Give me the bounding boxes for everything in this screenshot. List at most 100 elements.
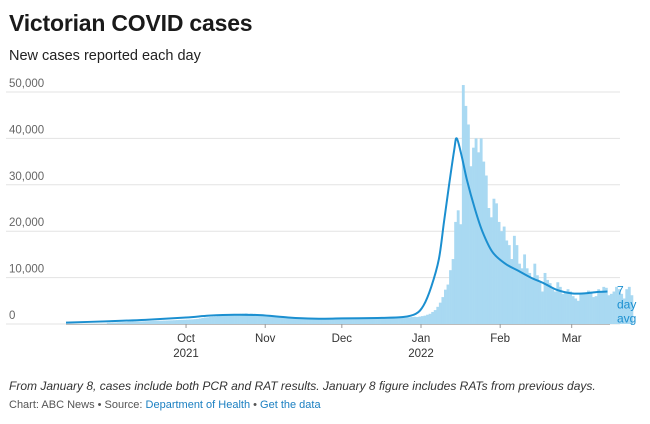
daily-bar	[551, 289, 555, 324]
daily-bar	[132, 321, 136, 324]
daily-bar	[155, 320, 159, 324]
daily-bar	[574, 298, 578, 324]
daily-bar	[604, 287, 608, 324]
daily-bar	[142, 321, 146, 324]
daily-bar	[459, 224, 463, 324]
daily-bar	[487, 208, 491, 324]
daily-bar	[168, 320, 172, 324]
daily-bar	[239, 313, 243, 324]
daily-bar	[201, 317, 205, 324]
daily-bar	[191, 319, 194, 324]
daily-bar	[293, 317, 297, 324]
daily-bar	[318, 318, 322, 324]
daily-bar	[134, 321, 138, 324]
daily-bar	[216, 316, 220, 324]
daily-bar	[252, 313, 256, 324]
daily-bar	[587, 290, 590, 324]
daily-bar	[515, 245, 519, 324]
daily-bar	[569, 291, 572, 324]
daily-bar	[443, 289, 447, 324]
daily-bar	[436, 306, 440, 324]
daily-bar	[198, 318, 202, 324]
daily-bar	[308, 318, 312, 324]
daily-bar	[283, 316, 286, 324]
daily-bar	[272, 315, 276, 324]
daily-bar	[620, 293, 624, 324]
daily-bar	[242, 313, 246, 324]
daily-bar	[518, 263, 521, 324]
avg-label-word: day	[617, 298, 636, 312]
daily-bar	[525, 268, 529, 324]
daily-bar	[303, 318, 307, 324]
y-tick-label: 20,000	[9, 217, 44, 229]
chart-credit: Chart: ABC News • Source: Department of …	[9, 399, 321, 411]
get-data-link[interactable]: Get the data	[260, 399, 321, 411]
chart-subtitle: New cases reported each day	[9, 48, 201, 64]
daily-bar	[232, 314, 235, 324]
daily-bar	[186, 319, 189, 324]
daily-bar	[267, 315, 271, 324]
daily-bar	[622, 298, 626, 324]
daily-bar	[160, 320, 164, 324]
daily-bar	[484, 175, 488, 324]
daily-bar	[630, 295, 634, 324]
daily-bar	[357, 317, 361, 324]
daily-bar	[234, 314, 238, 324]
daily-bar	[382, 317, 386, 324]
daily-bar	[405, 317, 409, 324]
daily-bar	[165, 320, 169, 324]
daily-bar	[502, 226, 506, 324]
daily-bar	[561, 293, 565, 324]
daily-bar	[530, 277, 534, 324]
source-link[interactable]: Department of Health	[145, 399, 251, 411]
daily-bar	[352, 317, 355, 324]
daily-bar	[364, 317, 368, 324]
daily-bar	[528, 272, 532, 324]
daily-bar	[339, 318, 343, 324]
avg-label-word: avg	[617, 312, 636, 326]
daily-bar	[300, 318, 304, 324]
daily-bar	[520, 268, 524, 324]
daily-bar	[512, 235, 516, 324]
daily-bar	[196, 318, 200, 324]
daily-bar	[385, 317, 389, 324]
daily-bar	[602, 286, 606, 324]
daily-bar	[349, 318, 353, 324]
daily-bar	[375, 317, 378, 324]
daily-bar	[359, 317, 363, 324]
daily-bar	[140, 321, 143, 324]
daily-bar	[553, 291, 557, 324]
daily-bar	[482, 161, 486, 324]
daily-bar	[466, 124, 470, 324]
daily-bar	[403, 317, 406, 324]
daily-bar	[344, 318, 348, 324]
daily-bar	[247, 313, 251, 324]
daily-bar	[438, 302, 442, 324]
daily-bar	[428, 313, 432, 324]
daily-bar	[145, 321, 149, 324]
daily-bar	[627, 286, 631, 324]
daily-bar	[137, 321, 141, 324]
cases-chart: 0 10,000 20,000 30,000 40,000 50,000 Oct 2021 N…	[6, 78, 636, 360]
x-tick-label: Feb	[490, 333, 510, 345]
daily-bar	[581, 292, 585, 324]
daily-bar	[410, 317, 414, 324]
daily-bar	[597, 289, 601, 324]
daily-bar	[163, 320, 166, 324]
daily-bar	[341, 318, 345, 324]
x-tick-label: Mar	[562, 333, 582, 345]
daily-bar	[566, 289, 570, 324]
daily-bar	[387, 317, 391, 324]
daily-bar	[173, 320, 177, 324]
daily-bar	[617, 289, 621, 324]
daily-bar	[489, 217, 493, 324]
daily-bar	[523, 254, 527, 324]
x-tick-label: Oct	[177, 333, 196, 345]
daily-bar	[298, 317, 302, 324]
daily-bar	[497, 221, 501, 324]
daily-bar	[377, 317, 381, 324]
daily-bar	[413, 316, 417, 324]
daily-bar	[257, 314, 261, 324]
y-tick-label: 50,000	[9, 78, 44, 90]
daily-bar	[426, 314, 429, 324]
